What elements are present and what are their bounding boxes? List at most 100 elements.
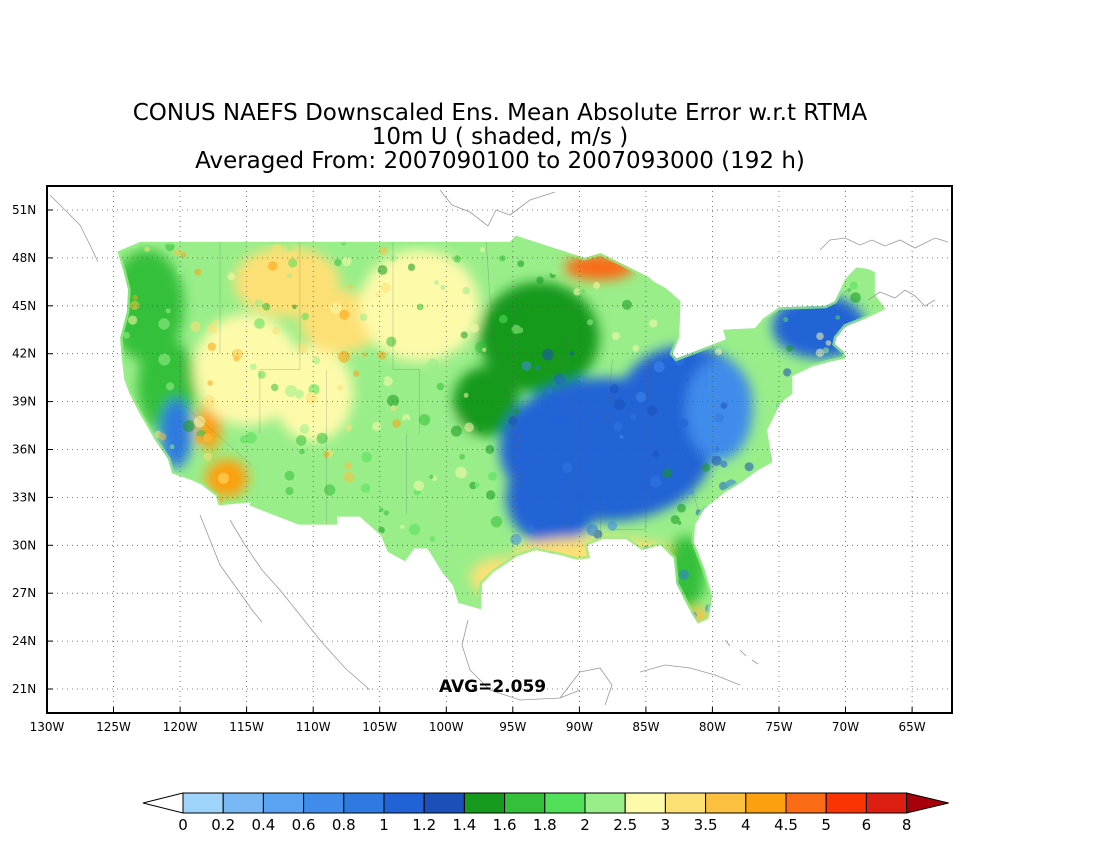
title-line-2: 10m U ( shaded, m/s ) xyxy=(371,124,629,150)
lat-label-36N: 36N xyxy=(12,443,36,457)
lon-label-75W: 75W xyxy=(765,720,792,734)
region-california-central-valley-0 xyxy=(160,398,193,469)
speckle-cell xyxy=(715,348,722,356)
speckle-cell xyxy=(613,399,626,411)
lat-label-39N: 39N xyxy=(12,395,36,409)
speckle-cell xyxy=(132,294,138,301)
speckle-cell xyxy=(207,342,216,351)
speckle-cell xyxy=(262,302,271,311)
speckle-cell xyxy=(498,260,503,266)
speckle-cell xyxy=(455,466,467,479)
state-border xyxy=(599,465,601,539)
colorbar-label-8: 8 xyxy=(902,816,912,834)
lon-label-115W: 115W xyxy=(229,720,264,734)
error-shading xyxy=(117,235,886,624)
speckle-cell xyxy=(420,519,425,524)
speckle-cell xyxy=(569,351,575,357)
speckle-cell xyxy=(299,448,305,455)
lon-label-95W: 95W xyxy=(499,720,526,734)
speckle-cell xyxy=(190,321,201,332)
average-label: AVG=2.059 xyxy=(439,677,546,697)
speckle-cell xyxy=(271,383,279,392)
title-line-3: Averaged From: 2007090100 to 2007093000 … xyxy=(195,148,805,174)
colorbar-label-2: 2 xyxy=(580,816,590,834)
speckle-cell xyxy=(478,426,483,432)
speckle-cell xyxy=(407,263,416,271)
speckle-cell xyxy=(180,252,187,258)
speckle-cell xyxy=(815,348,825,357)
speckle-cell xyxy=(400,524,405,529)
speckle-cell xyxy=(463,392,469,398)
speckle-cell xyxy=(562,462,573,473)
speckle-cell xyxy=(268,261,278,271)
speckle-cell xyxy=(233,355,240,362)
speckle-cell xyxy=(679,418,689,428)
lat-label-48N: 48N xyxy=(12,251,36,265)
colorbar-swatch-4 xyxy=(343,792,385,814)
speckle-cell xyxy=(338,350,350,363)
state-border xyxy=(259,241,301,434)
speckle-cell xyxy=(343,471,355,483)
speckle-cell xyxy=(213,319,218,324)
colorbar-high-arrow xyxy=(906,792,949,814)
speckle-cell xyxy=(361,451,373,463)
speckle-cell xyxy=(580,288,586,293)
lat-label-30N: 30N xyxy=(12,538,36,552)
speckle-cell xyxy=(653,361,665,373)
speckle-cell xyxy=(593,529,603,539)
lon-label-65W: 65W xyxy=(899,720,926,734)
speckle-cell xyxy=(434,280,439,285)
speckle-cell xyxy=(701,463,711,472)
speckle-cell xyxy=(336,384,344,391)
speckle-cell xyxy=(249,363,257,371)
speckle-cell xyxy=(579,376,585,382)
colorbar-label-0: 0 xyxy=(178,816,188,834)
speckle-cell xyxy=(607,521,618,531)
coastline-hudson xyxy=(439,189,556,227)
speckle-cell xyxy=(339,309,350,320)
speckle-cell xyxy=(302,460,312,470)
speckle-cell xyxy=(418,414,431,426)
speckle-cell xyxy=(363,424,375,435)
speckle-cell xyxy=(144,246,150,253)
speckle-cell xyxy=(440,284,446,291)
speckle-cell xyxy=(173,248,181,256)
speckle-cell xyxy=(535,365,541,371)
speckle-cell xyxy=(427,358,439,371)
lon-label-105W: 105W xyxy=(362,720,397,734)
speckle-cell xyxy=(392,419,401,428)
speckle-cell xyxy=(499,255,506,262)
conus-shaded-field xyxy=(117,235,886,624)
speckle-cell xyxy=(486,490,496,500)
speckle-cell xyxy=(527,525,536,534)
speckle-cell xyxy=(296,342,308,354)
speckle-cell xyxy=(640,298,649,307)
colorbar-swatch-0 xyxy=(182,792,224,814)
speckle-cell xyxy=(488,471,497,481)
region-southern-plains-0 xyxy=(386,409,480,554)
regional-error-patches xyxy=(117,246,866,624)
colorbar-label-0.8: 0.8 xyxy=(332,816,356,834)
state-border xyxy=(560,329,587,530)
coastline-yucatan xyxy=(559,667,613,706)
speckle-cell xyxy=(408,523,421,536)
speckle-cell xyxy=(630,413,637,420)
speckle-cell xyxy=(652,450,659,457)
speckle-cell xyxy=(850,292,861,303)
speckle-cell xyxy=(387,394,400,407)
speckle-cell xyxy=(180,306,186,312)
coastline-outlines xyxy=(49,189,949,706)
speckle-cell xyxy=(301,312,310,321)
speckle-cell xyxy=(379,246,388,255)
speckle-cell xyxy=(376,392,388,403)
speckle-cell xyxy=(429,474,434,479)
coastline-nova-scotia xyxy=(867,289,936,307)
coastline-cuba xyxy=(639,664,741,686)
speckle-cell xyxy=(546,388,553,394)
speckle-cell xyxy=(348,284,353,289)
speckle-cell xyxy=(490,516,503,528)
coastline-mexico-west xyxy=(229,519,371,691)
speckle-cell xyxy=(612,332,620,340)
colorbar-label-1.4: 1.4 xyxy=(452,816,476,834)
speckle-cell xyxy=(377,351,387,360)
